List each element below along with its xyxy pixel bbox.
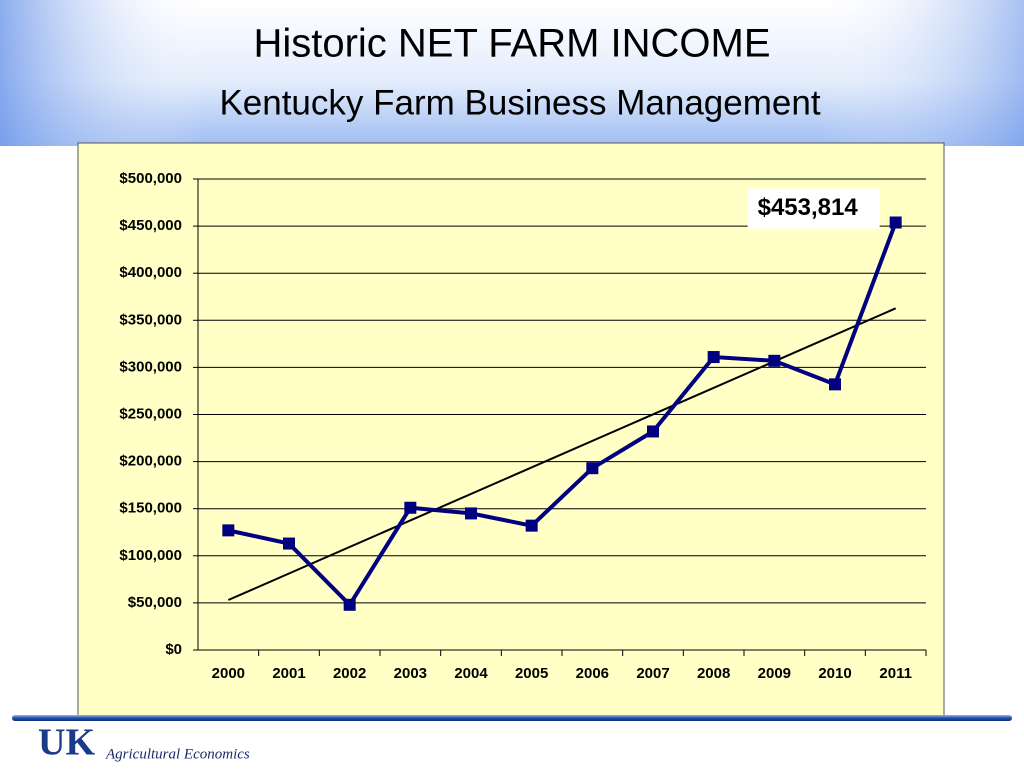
- x-tick-label: 2011: [879, 665, 912, 682]
- data-point: [889, 216, 902, 229]
- data-point: [586, 462, 599, 475]
- data-point: [525, 519, 538, 532]
- data-point: [343, 598, 356, 611]
- x-tick-label: 2008: [697, 665, 730, 682]
- x-tick-label: 2007: [636, 665, 669, 682]
- y-tick-label: $50,000: [128, 594, 182, 611]
- data-point: [222, 524, 235, 537]
- data-point: [283, 537, 295, 550]
- y-tick-label: $400,000: [119, 264, 182, 281]
- value-label: $453,814: [758, 194, 859, 221]
- y-tick-label: $200,000: [119, 453, 182, 470]
- y-tick-label: $500,000: [119, 170, 182, 187]
- x-tick-label: 2010: [818, 665, 851, 682]
- chart-frame: [77, 142, 945, 717]
- title: Historic NET FARM INCOME: [253, 22, 770, 66]
- x-tick-label: 2002: [333, 665, 366, 682]
- y-tick-label: $100,000: [119, 547, 182, 564]
- y-tick-label: $350,000: [119, 311, 182, 328]
- x-tick-label: 2001: [272, 665, 305, 682]
- footer-logo: UK: [38, 722, 95, 764]
- x-tick-label: 2006: [576, 665, 609, 682]
- x-tick-label: 2003: [394, 665, 427, 682]
- x-tick-label: 2005: [515, 665, 548, 682]
- y-tick-label: $300,000: [119, 358, 182, 375]
- data-point: [465, 507, 477, 520]
- x-tick-label: 2009: [758, 665, 791, 682]
- x-tick-label: 2004: [454, 665, 488, 682]
- y-tick-label: $150,000: [119, 500, 182, 517]
- y-tick-label: $250,000: [119, 405, 182, 422]
- trendline: [227, 307, 897, 601]
- data-point: [829, 378, 841, 391]
- x-tick-label: 2000: [212, 665, 245, 682]
- y-tick-label: $0: [165, 641, 182, 658]
- data-point: [404, 501, 417, 514]
- plot-area: $0 $50,000 $100,000 $150,000 $200,000 $250,00…: [119, 170, 927, 682]
- y-tick-label: $450,000: [119, 217, 182, 234]
- data-point: [768, 354, 781, 367]
- data-point: [647, 425, 659, 438]
- subtitle: Kentucky Farm Business Management: [219, 83, 820, 122]
- footer-text: Agricultural Economics: [105, 746, 250, 762]
- header-shade: [0, 0, 1024, 146]
- value-label-box: [747, 188, 880, 229]
- footer-bar: [12, 715, 1012, 721]
- data-line: [227, 221, 898, 608]
- data-point: [707, 351, 720, 364]
